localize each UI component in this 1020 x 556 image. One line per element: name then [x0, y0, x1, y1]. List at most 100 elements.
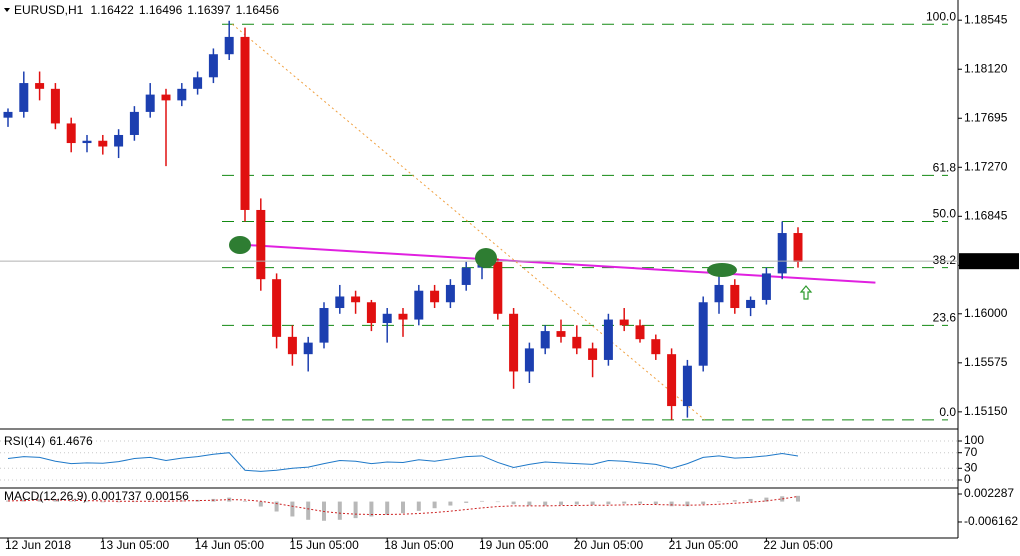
macd-bar: [306, 501, 311, 520]
fib-label: 100.0: [926, 9, 956, 23]
macd-bar: [590, 501, 595, 505]
macd-bar: [132, 501, 137, 503]
fib-label: 38.2: [933, 253, 957, 267]
x-tick-label: 14 Jun 05:00: [195, 538, 265, 552]
candle-body: [793, 233, 803, 262]
macd-bar: [701, 501, 706, 505]
candle-body: [572, 336, 582, 349]
macd-bar: [337, 501, 342, 520]
macd-bar: [622, 501, 627, 504]
macd-bar: [69, 500, 74, 502]
candle-body: [177, 88, 187, 101]
macd-bar: [543, 501, 548, 506]
plot-area: 100.0 61.8 50.0 38.2 23.6 0.0: [0, 9, 958, 521]
candle-body: [461, 267, 471, 285]
macd-bar: [21, 499, 26, 502]
fib-label: 0.0: [939, 405, 956, 419]
y-tick-label: 1.15575: [964, 355, 1008, 369]
y-tick-label: 1.17695: [964, 110, 1008, 124]
macd-bar: [480, 500, 484, 502]
candle-body: [303, 342, 313, 355]
touch-marker: [475, 248, 497, 268]
macd-bar: [432, 501, 437, 509]
macd-bar: [116, 501, 121, 503]
x-tick-label: 21 Jun 05:00: [669, 538, 739, 552]
macd-bar: [448, 501, 453, 506]
macd-bar: [653, 501, 658, 505]
candle-body: [50, 88, 60, 124]
touch-marker: [707, 263, 737, 277]
candle-body: [335, 296, 345, 309]
candle-body: [667, 354, 677, 407]
candle-body: [145, 94, 155, 112]
candle-body: [509, 313, 519, 372]
candle-body: [714, 284, 724, 303]
macd-bar: [353, 501, 358, 519]
macd-bar: [780, 496, 785, 502]
touch-marker: [229, 236, 251, 254]
candle-body: [493, 261, 503, 314]
macd-bar: [527, 501, 532, 506]
indicator-value: 0.001737: [91, 489, 141, 503]
up-arrow: [799, 285, 813, 300]
macd-bar: [37, 499, 42, 502]
candle-body: [777, 233, 787, 274]
indicator-value: 61.4676: [49, 434, 93, 448]
candle-body: [540, 331, 550, 349]
candle-body: [635, 325, 645, 340]
y-tick-label: 30: [964, 460, 978, 474]
candle-body: [746, 299, 756, 309]
candle-body: [129, 111, 139, 135]
candle-body: [35, 83, 45, 89]
rsi-label: RSI(14) 61.4676: [4, 434, 93, 448]
candle-body: [524, 348, 534, 372]
candle-body: [272, 279, 282, 337]
candle-body: [287, 336, 297, 355]
candle-body: [398, 313, 408, 320]
candle-body: [98, 140, 108, 147]
macd-bar: [574, 501, 579, 505]
candle-body: [224, 36, 234, 55]
x-tick-label: 20 Jun 05:00: [574, 538, 644, 552]
macd-bar: [6, 500, 10, 502]
y-tick-label: 1.18120: [964, 61, 1008, 75]
signal-line: [7, 495, 799, 515]
low-price: 1.16397: [187, 3, 231, 17]
current-price-box: [959, 253, 1019, 270]
chart-header: EURUSD,H1 1.16422 1.16496 1.16397 1.16456: [14, 3, 279, 17]
candle-body: [619, 319, 629, 326]
macd-bar: [685, 501, 690, 507]
macd-bar: [401, 501, 405, 514]
indicator-name: RSI(14): [4, 434, 45, 448]
candle-body: [366, 302, 376, 324]
macd-bar: [416, 501, 421, 511]
macd-bar: [85, 501, 89, 503]
macd-bar: [243, 500, 247, 502]
macd-bar: [669, 501, 674, 507]
candle-body: [351, 296, 361, 303]
y-tick-label: 70: [964, 445, 978, 459]
candle-body: [698, 302, 708, 366]
y-tick-label: -0.006162: [964, 514, 1018, 528]
macd-bar: [796, 495, 800, 502]
y-tick-label: 1.18545: [964, 12, 1008, 26]
candle-body: [208, 54, 218, 78]
candle-body: [240, 36, 250, 210]
macd-bar: [100, 501, 105, 503]
signal-value: 0.00156: [145, 489, 189, 503]
macd-bar: [464, 501, 469, 503]
y-tick-label: 0.002287: [964, 486, 1014, 500]
indicator-name: MACD(12,26,9): [4, 489, 87, 503]
candle-body: [603, 319, 613, 360]
high-price: 1.16496: [139, 3, 183, 17]
macd-bar: [148, 500, 153, 502]
macd-bar: [495, 501, 500, 503]
macd-bar: [732, 500, 737, 502]
menu-triangle: [4, 8, 10, 12]
y-tick-label: 100: [964, 433, 984, 447]
y-tick-label: 0: [964, 472, 971, 486]
y-tick-label: 1.15150: [964, 404, 1008, 418]
x-tick-label: 22 Jun 05:00: [763, 538, 833, 552]
candle-body: [256, 209, 266, 280]
